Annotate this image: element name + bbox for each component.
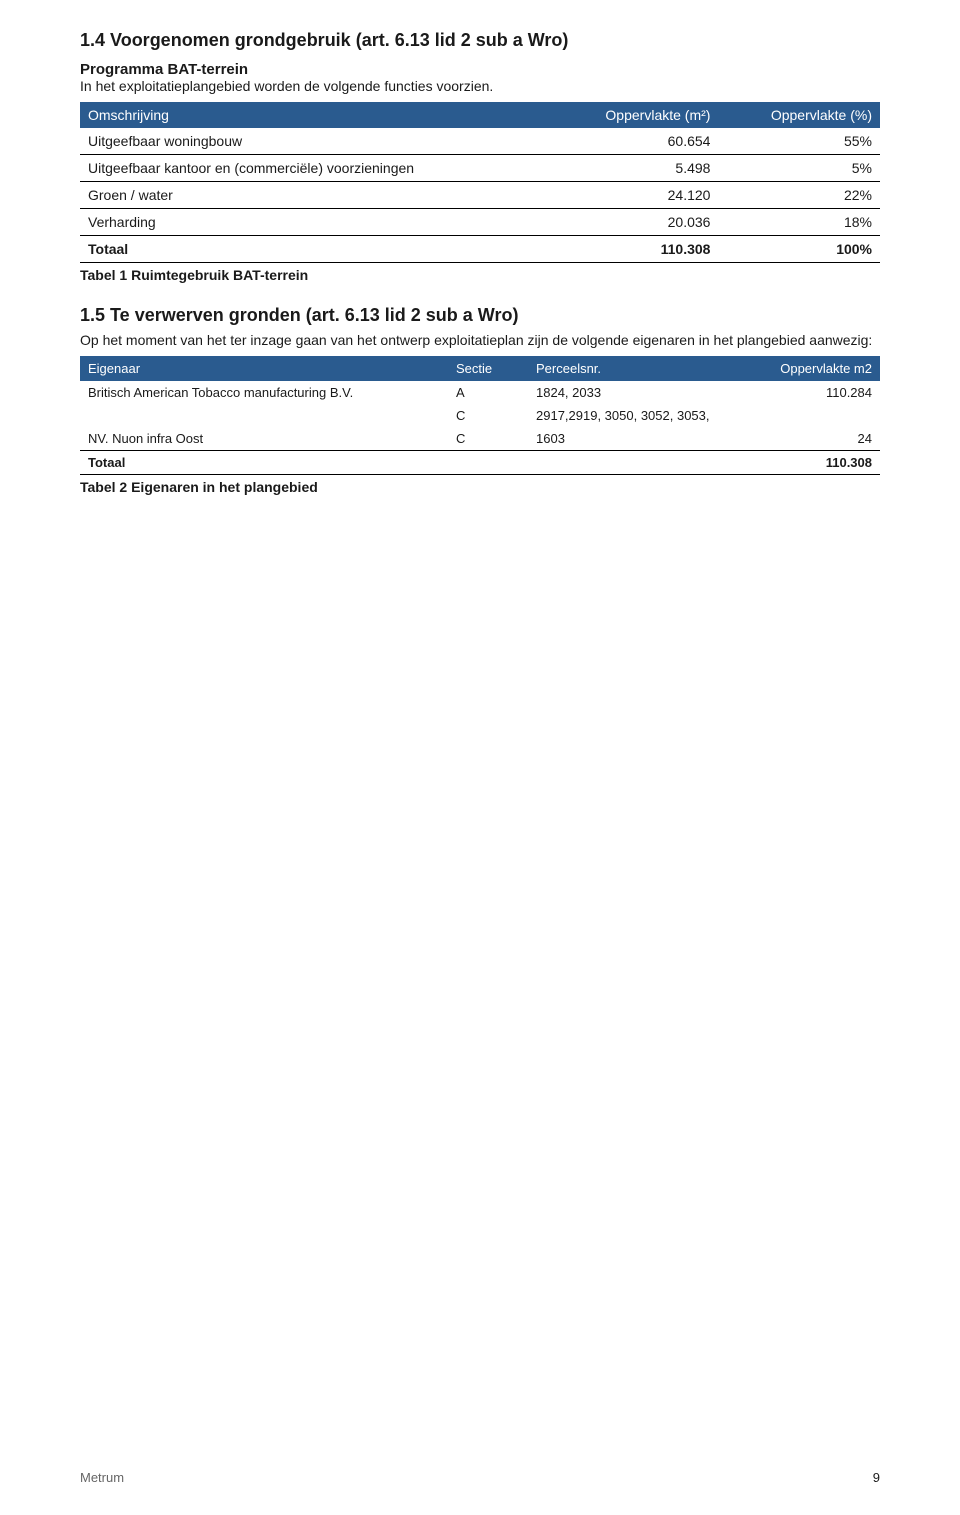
table-1-total-pct: 100% [718, 236, 880, 263]
table-2-cell-sectie: C [448, 427, 528, 451]
table-1-total-row: Totaal 110.308 100% [80, 236, 880, 263]
table-2-cell-owner: NV. Nuon infra Oost [80, 427, 448, 451]
table-1-cell-area: 60.654 [552, 128, 719, 155]
table-2-total-label: Totaal [80, 451, 448, 475]
table-2-cell-sectie: A [448, 381, 528, 404]
table-1-row: Groen / water 24.120 22% [80, 182, 880, 209]
table-1-cell-label: Uitgeefbaar kantoor en (commerciële) voo… [80, 155, 552, 182]
table-2-cell-perceel: 1824, 2033 [528, 381, 736, 404]
table-1-cell-pct: 22% [718, 182, 880, 209]
table-1-total-label: Totaal [80, 236, 552, 263]
section-2-heading: 1.5 Te verwerven gronden (art. 6.13 lid … [80, 305, 880, 326]
table-2-col-owner: Eigenaar [80, 356, 448, 381]
table-2-caption: Tabel 2 Eigenaren in het plangebied [80, 479, 880, 495]
table-2-header-row: Eigenaar Sectie Perceelsnr. Oppervlakte … [80, 356, 880, 381]
table-2-empty [528, 451, 736, 475]
table-2-cell-owner [80, 404, 448, 427]
page-footer: Metrum 9 [80, 1470, 880, 1485]
table-2-cell-area: 110.284 [736, 381, 880, 404]
table-1-header-row: Omschrijving Oppervlakte (m²) Oppervlakt… [80, 102, 880, 128]
table-2-col-area: Oppervlakte m2 [736, 356, 880, 381]
table-1-row: Verharding 20.036 18% [80, 209, 880, 236]
table-1-cell-label: Verharding [80, 209, 552, 236]
table-1-row: Uitgeefbaar woningbouw 60.654 55% [80, 128, 880, 155]
table-2-cell-perceel: 1603 [528, 427, 736, 451]
table-1-col-label: Omschrijving [80, 102, 552, 128]
table-2-col-sectie: Sectie [448, 356, 528, 381]
section-1-heading: 1.4 Voorgenomen grondgebruik (art. 6.13 … [80, 30, 880, 51]
table-2-row: C 2917,2919, 3050, 3052, 3053, [80, 404, 880, 427]
table-2-cell-area: 24 [736, 427, 880, 451]
table-2: Eigenaar Sectie Perceelsnr. Oppervlakte … [80, 356, 880, 475]
table-2-empty [448, 451, 528, 475]
table-2-cell-perceel: 2917,2919, 3050, 3052, 3053, [528, 404, 736, 427]
table-1-cell-pct: 55% [718, 128, 880, 155]
table-2-total-area: 110.308 [736, 451, 880, 475]
table-1-row: Uitgeefbaar kantoor en (commerciële) voo… [80, 155, 880, 182]
table-2-total-row: Totaal 110.308 [80, 451, 880, 475]
table-1-cell-pct: 5% [718, 155, 880, 182]
table-1-cell-pct: 18% [718, 209, 880, 236]
footer-page-number: 9 [873, 1470, 880, 1485]
table-1-cell-label: Uitgeefbaar woningbouw [80, 128, 552, 155]
table-1-cell-area: 20.036 [552, 209, 719, 236]
table-2-row: NV. Nuon infra Oost C 1603 24 [80, 427, 880, 451]
table-2-col-perceel: Perceelsnr. [528, 356, 736, 381]
table-2-row: Britisch American Tobacco manufacturing … [80, 381, 880, 404]
section-2-para: Op het moment van het ter inzage gaan va… [80, 332, 880, 348]
table-2-cell-area [736, 404, 880, 427]
footer-left: Metrum [80, 1470, 124, 1485]
table-1-cell-label: Groen / water [80, 182, 552, 209]
table-2-cell-sectie: C [448, 404, 528, 427]
table-2-cell-owner: Britisch American Tobacco manufacturing … [80, 381, 448, 404]
table-1-caption: Tabel 1 Ruimtegebruik BAT-terrein [80, 267, 880, 283]
table-1-cell-area: 5.498 [552, 155, 719, 182]
table-1: Omschrijving Oppervlakte (m²) Oppervlakt… [80, 102, 880, 263]
table-1-total-area: 110.308 [552, 236, 719, 263]
table-1-col-area: Oppervlakte (m²) [552, 102, 719, 128]
section-1-subhead: Programma BAT-terrein [80, 61, 880, 78]
section-1-intro: In het exploitatieplangebied worden de v… [80, 78, 880, 94]
table-1-col-pct: Oppervlakte (%) [718, 102, 880, 128]
table-1-cell-area: 24.120 [552, 182, 719, 209]
